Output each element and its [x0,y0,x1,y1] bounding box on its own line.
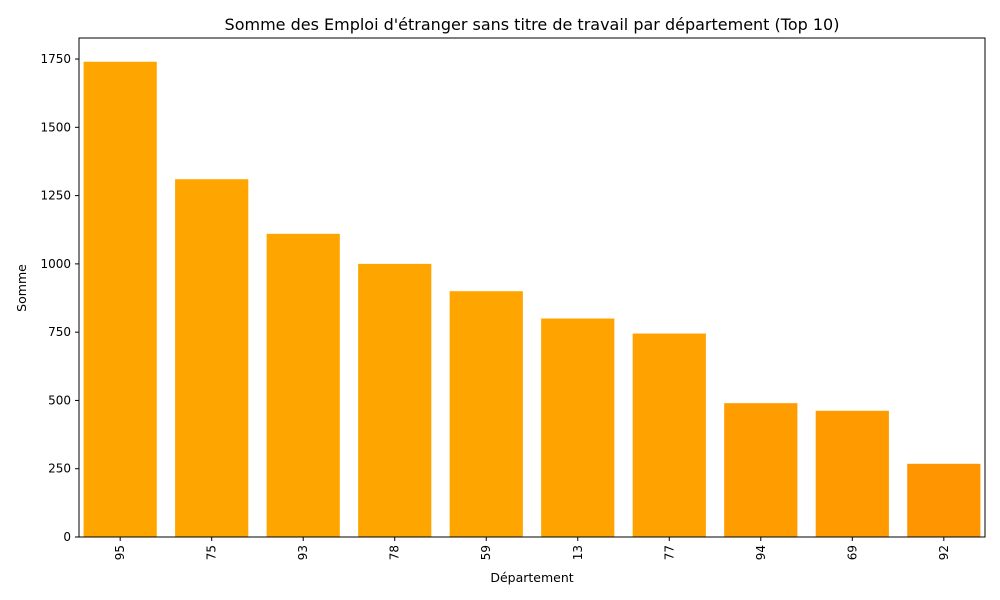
y-tick-label: 1250 [40,189,71,203]
plot-frame [78,37,986,538]
x-tick-label: 77 [662,545,676,560]
y-tick-label: 250 [48,462,71,476]
x-tick-label: 95 [113,545,127,560]
x-tick-label: 92 [937,545,951,560]
bar-69 [815,410,889,537]
bar-78 [358,263,432,537]
bar-77 [632,333,706,537]
x-tick-label: 94 [754,545,768,560]
bar-13 [541,318,615,537]
x-tick-label: 78 [388,545,402,560]
chart-title: Somme des Emploi d'étranger sans titre d… [225,15,840,34]
y-tick-label: 1500 [40,120,71,134]
x-axis-label: Département [490,570,573,585]
bars-layer [83,61,981,537]
bar-59 [449,291,523,537]
y-axis-label: Somme [14,264,29,312]
x-tick-label: 93 [296,545,310,560]
y-tick-label: 750 [48,325,71,339]
y-tick-label: 1750 [40,52,71,66]
x-tick-label: 69 [845,545,859,560]
bar-75 [175,179,249,537]
y-axis: 0 250 500 750 1000 1250 1500 1750 [40,52,79,544]
x-tick-label: 13 [571,545,585,560]
bar-94 [724,403,798,537]
y-tick-label: 500 [48,393,71,407]
x-tick-label: 59 [479,545,493,560]
x-axis: 95 75 93 78 59 13 77 94 69 92 [113,537,951,560]
y-tick-label: 1000 [40,257,71,271]
bar-95 [83,61,157,537]
y-tick-label: 0 [63,530,71,544]
bar-92 [907,463,981,537]
bar-93 [266,233,340,537]
x-tick-label: 75 [205,545,219,560]
